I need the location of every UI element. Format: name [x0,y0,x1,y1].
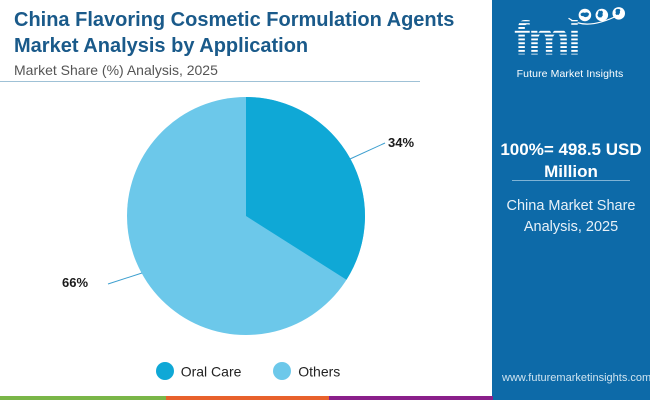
svg-text:fmi: fmi [514,12,579,62]
